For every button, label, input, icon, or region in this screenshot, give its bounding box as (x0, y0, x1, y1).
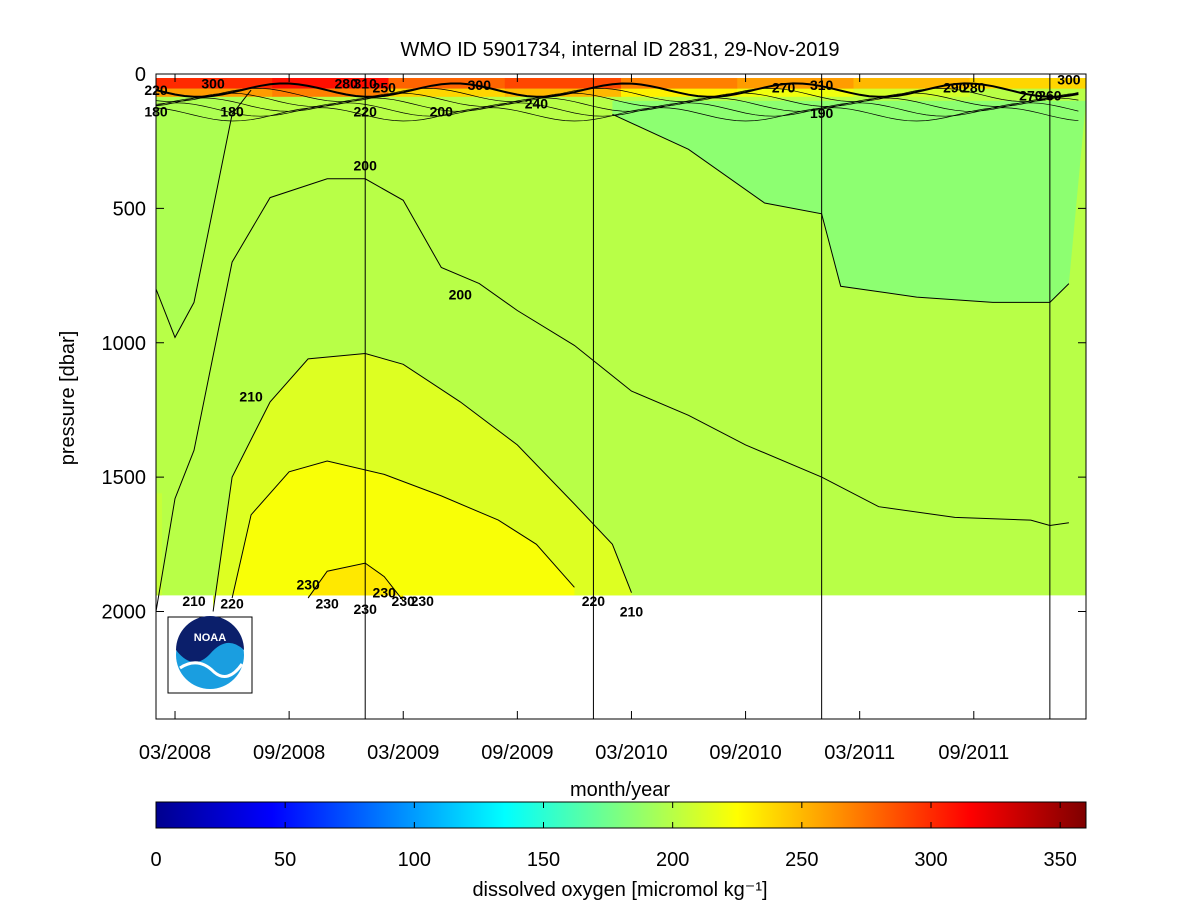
contour-label: 310 (810, 77, 834, 93)
x-tick-label: 09/2011 (938, 742, 1009, 764)
x-axis: 03/2008 09/2008 03/2009 09/2009 03/2010 09/20… (139, 74, 1009, 764)
y-tick-label: 1500 (102, 467, 147, 489)
contour-lines (156, 82, 1079, 612)
surface-contour (156, 82, 1079, 98)
contour-label: 200 (430, 104, 454, 120)
surface-cell (156, 78, 274, 89)
colorbar-tick-label: 300 (914, 849, 947, 871)
colorbar-tick-label: 350 (1043, 849, 1076, 871)
y-tick-label: 0 (135, 64, 146, 86)
y-tick-label: 1000 (102, 333, 147, 355)
colorbar-tick-label: 150 (527, 849, 560, 871)
contour-200 (156, 178, 1069, 612)
field-band-190 (612, 100, 1086, 303)
surface-cell (388, 88, 506, 97)
colorbar (155, 801, 1087, 829)
contour-190 (612, 113, 1070, 303)
year-boundaries (364, 74, 1051, 719)
x-tick-label: 09/2008 (253, 742, 325, 764)
contour-label: 270 (772, 79, 796, 95)
surface-contour (156, 92, 1079, 107)
contour-label: 230 (296, 577, 320, 593)
field-band-180 (156, 90, 252, 338)
contour-label: 220 (354, 104, 378, 120)
contour-label: 270 (1019, 88, 1043, 104)
surface-cell (272, 78, 390, 89)
contour-label: 190 (810, 105, 834, 121)
y-tick-label: 2000 (102, 602, 147, 624)
x-tick-label: 09/2010 (709, 742, 781, 764)
surface-cell (621, 78, 739, 89)
x-tick-label: 03/2009 (367, 742, 439, 764)
contour-label: 200 (449, 286, 473, 302)
contour-label: 290 (943, 79, 967, 95)
oxygen-field (156, 78, 1086, 612)
contour-220 (231, 460, 575, 599)
contour-label: 300 (468, 77, 492, 93)
surface-cell (853, 78, 971, 89)
contour-label: 300 (201, 75, 225, 91)
contour-label: 230 (373, 585, 397, 601)
colorbar-tick-label: 100 (398, 849, 431, 871)
x-tick-label: 03/2010 (595, 742, 667, 764)
surface-cell (969, 88, 1086, 97)
contour-label: 230 (315, 595, 339, 611)
contour-label: 210 (239, 389, 263, 405)
contour-label: 240 (525, 96, 549, 112)
colorbar-tick-label: 250 (785, 849, 818, 871)
contour-label: 220 (220, 595, 244, 611)
contour-label: 260 (1038, 88, 1062, 104)
colorbar-tick-label: 200 (656, 849, 689, 871)
field-band-edge (156, 493, 162, 596)
noaa-logo: NOAA (167, 616, 253, 694)
colorbar-ticks: 0 50 100 150 200 250 300 350 (150, 802, 1077, 871)
contour-210 (212, 352, 632, 612)
contour-label: 180 (220, 104, 244, 120)
contour-label: 230 (354, 601, 378, 617)
surface-contour (156, 107, 1079, 122)
colorbar-label: dissolved oxygen [micromol kg⁻¹] (472, 879, 767, 900)
contour-180 (156, 89, 252, 339)
noaa-logo-text: NOAA (194, 632, 226, 644)
colorbar-tick-label: 50 (274, 849, 296, 871)
colorbar-tick-label: 0 (150, 849, 161, 871)
surface-contour (156, 87, 1079, 102)
y-axis: 0 500 1000 1500 2000 (102, 64, 1086, 624)
surface-cell (737, 88, 855, 97)
contour-label: 230 (392, 593, 416, 609)
contour-label: 230 (411, 593, 435, 609)
contour-label: 310 (354, 75, 378, 91)
contour-label: 220 (582, 593, 606, 609)
surface-contour (156, 97, 1079, 112)
contour-label: 280 (962, 79, 986, 95)
chart-title: WMO ID 5901734, internal ID 2831, 29-Nov… (400, 39, 839, 61)
surface-cell (272, 88, 390, 97)
surface-cell (504, 78, 622, 89)
surface-cell (156, 88, 274, 97)
contour-label: 250 (373, 79, 397, 95)
plot-frame (155, 73, 1087, 720)
x-tick-label: 03/2011 (824, 742, 895, 764)
surface-cell (969, 78, 1086, 89)
x-axis-label: month/year (570, 779, 670, 801)
x-tick-label: 09/2009 (481, 742, 553, 764)
contour-label: 210 (182, 593, 206, 609)
field-band-220 (232, 461, 575, 599)
contour-label: 200 (354, 157, 378, 173)
contour-label: 280 (335, 75, 359, 91)
y-tick-label: 500 (113, 198, 146, 220)
contour-label: 300 (1057, 71, 1081, 87)
y-axis-label: pressure [dbar] (57, 331, 79, 466)
field-band-230 (308, 563, 404, 601)
x-tick-label: 03/2008 (139, 742, 211, 764)
contour-label: 210 (620, 604, 644, 620)
